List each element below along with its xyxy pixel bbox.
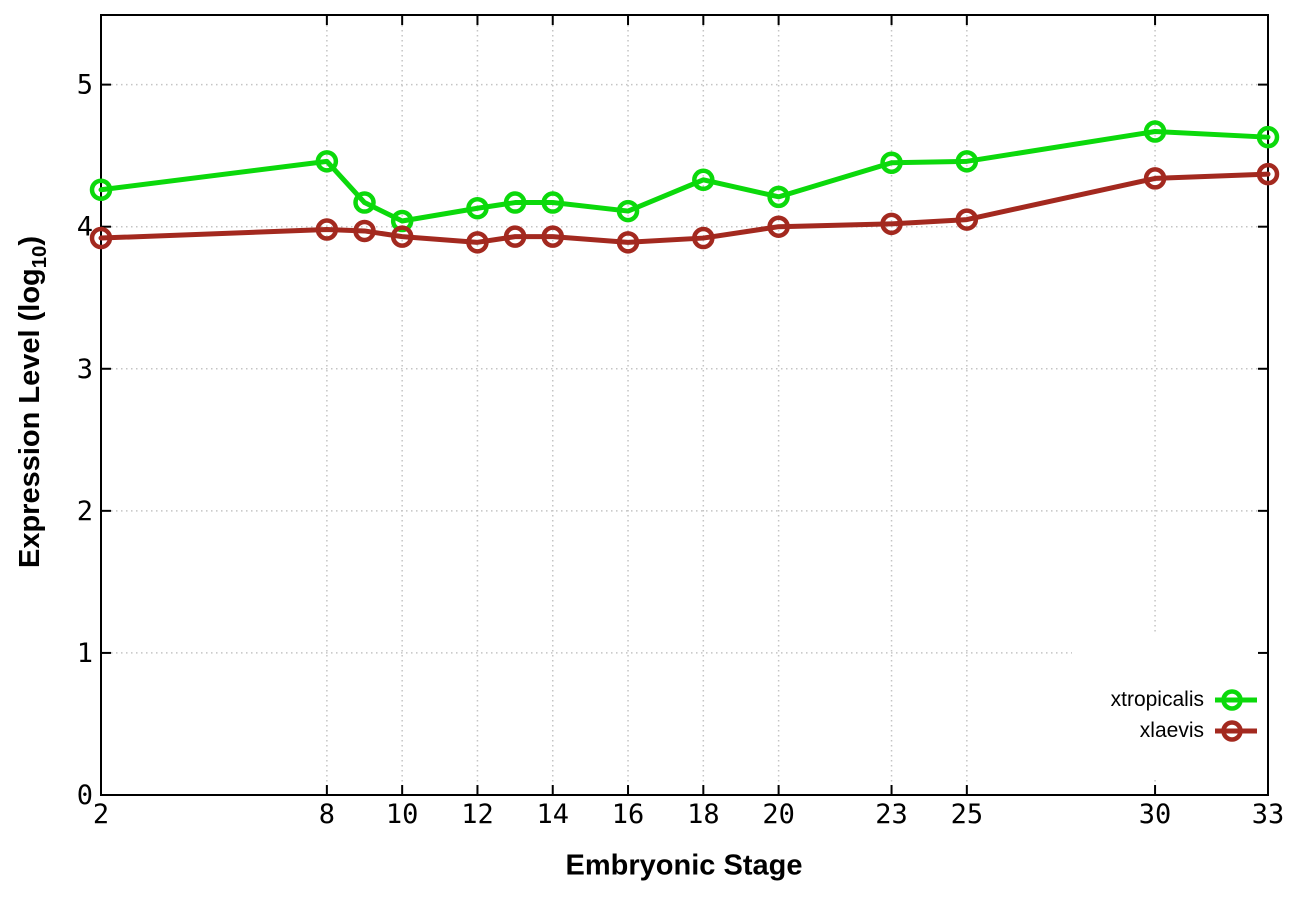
legend-marker-1: [1215, 719, 1257, 742]
series-xlaevis-point: [616, 231, 640, 254]
x-axis-title: Embryonic Stage: [565, 849, 803, 882]
legend-point-sample: [1221, 688, 1243, 711]
series-xtropicalis-point: [1143, 120, 1167, 143]
y-tick-label: 5: [77, 70, 93, 101]
series-xlaevis-point: [315, 218, 339, 241]
series-xtropicalis-point: [616, 199, 640, 223]
series-xtropicalis-point: [880, 151, 903, 175]
series-xtropicalis-point: [692, 168, 715, 192]
series-xlaevis-point: [692, 226, 715, 250]
legend-item: xtropicalis: [1111, 684, 1258, 715]
series-xtropicalis-point: [466, 196, 489, 220]
legend-label: xtropicalis: [1110, 688, 1204, 711]
series-xlaevis-line: [98, 171, 1271, 245]
x-tick-label: 18: [687, 799, 720, 830]
series-xlaevis-point: [541, 225, 564, 248]
series-xtropicalis-point: [767, 185, 790, 209]
y-tick-label: 3: [77, 354, 93, 385]
y-tick-label: 2: [77, 496, 93, 527]
series-xlaevis-point: [353, 219, 376, 243]
series-xtropicalis-point: [89, 178, 113, 202]
series-xlaevis-point: [1256, 162, 1280, 186]
y-axis-title-subscript: 10: [28, 245, 51, 269]
x-tick-label: 25: [951, 799, 984, 830]
series-xlaevis-point: [1143, 167, 1167, 190]
series-xtropicalis-point: [541, 191, 564, 214]
legend-point-sample: [1221, 719, 1243, 742]
series-xtropicalis-point: [315, 150, 339, 173]
series-xtropicalis-point: [1256, 125, 1280, 149]
legend-marker-0: [1215, 688, 1257, 711]
series-xlaevis-point: [767, 215, 790, 238]
series-xtropicalis-point: [955, 150, 979, 173]
x-tick-label: 2: [93, 799, 109, 830]
legend: xtropicalis xlaevis: [1111, 684, 1258, 746]
x-tick-label: 10: [386, 799, 419, 830]
series-xtropicalis-point: [390, 209, 414, 233]
series-xtropicalis-point: [503, 191, 527, 214]
y-tick-label: 1: [77, 638, 93, 669]
y-tick-label: 0: [77, 780, 93, 811]
x-tick-label: 12: [461, 799, 494, 830]
x-tick-label: 16: [612, 799, 645, 830]
x-tick-label: 14: [536, 799, 569, 830]
series-xlaevis-point: [880, 212, 903, 236]
legend-item: xlaevis: [1111, 715, 1258, 746]
y-axis-title-suffix: ): [14, 236, 47, 246]
series-xlaevis-point: [390, 225, 414, 248]
series-xtropicalis-point: [353, 191, 376, 214]
x-tick-label: 33: [1252, 799, 1285, 830]
x-tick-label: 30: [1139, 799, 1172, 830]
x-tick-label: 20: [762, 799, 795, 830]
y-axis-title-text: Expression Level (log: [14, 268, 47, 568]
x-tick-label: 23: [875, 799, 908, 830]
y-axis-title: Expression Level (log10): [14, 236, 52, 568]
x-tick-label: 8: [319, 799, 335, 830]
series-xlaevis-point: [503, 225, 527, 248]
plot-border: [100, 14, 1269, 796]
legend-label: xlaevis: [1139, 719, 1204, 742]
y-tick-label: 4: [77, 212, 93, 243]
series-xlaevis-point: [955, 208, 979, 231]
series-xlaevis-point: [466, 231, 489, 254]
series-xlaevis-point: [89, 226, 113, 250]
series-xtropicalis-line: [98, 129, 1271, 224]
